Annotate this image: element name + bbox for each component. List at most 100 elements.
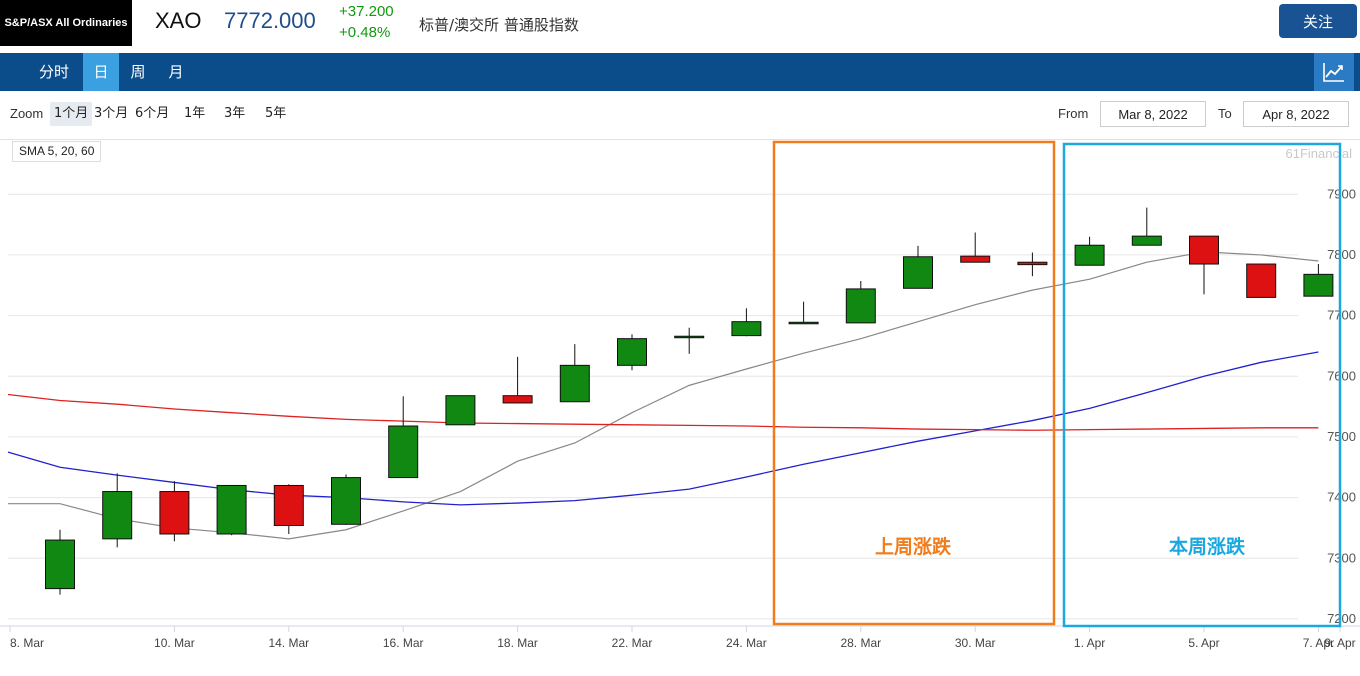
candles: [45, 207, 1334, 595]
y-axis-labels: 7200 7300 7400 7500 7600 7700 7800 7900: [1327, 186, 1356, 626]
candle-body: [331, 477, 361, 525]
zoom-5y-button[interactable]: 5年: [265, 106, 287, 121]
candle: [845, 281, 876, 324]
x-tick-label: 10. Mar: [154, 636, 195, 650]
candle: [1017, 252, 1048, 277]
candle-body: [273, 484, 304, 527]
zoom-1y-button[interactable]: 1年: [184, 106, 206, 121]
x-tick-label: 22. Mar: [612, 636, 653, 650]
candle: [45, 529, 75, 595]
price-change: +37.200 +0.48%: [339, 1, 394, 43]
candle: [1189, 235, 1219, 295]
x-tick-label: 1. Apr: [1074, 636, 1105, 650]
to-date-input[interactable]: [1243, 101, 1349, 127]
x-tick-label: 14. Mar: [268, 636, 309, 650]
sma60-line: [7, 393, 1319, 431]
candle: [388, 396, 419, 479]
candle-body: [731, 321, 762, 337]
last-week-label: 上周涨跌: [875, 535, 952, 558]
y-tick-label: 7700: [1327, 308, 1356, 323]
tab-daily[interactable]: 日: [83, 53, 119, 91]
tab-intraday[interactable]: 分时: [38, 63, 69, 81]
candle: [559, 344, 590, 403]
candle: [1303, 264, 1334, 297]
candle-body: [1246, 263, 1277, 298]
y-tick-label: 7800: [1327, 247, 1356, 262]
x-tick-label: 9. Apr: [1324, 636, 1355, 650]
y-tick-label: 7400: [1327, 490, 1356, 505]
candlestick-chart: 7200 7300 7400 7500 7600 7700 7800 7900 8. Mar 1…: [0, 140, 1360, 650]
change-value: +37.200: [339, 3, 394, 20]
candle-body: [159, 491, 190, 535]
quote-header: S&P/ASX All Ordinaries XAO 7772.000 +37.…: [0, 0, 1360, 50]
candle-body: [45, 539, 75, 590]
x-axis-labels: 8. Mar 10. Mar 14. Mar 16. Mar 18. Mar 22. Ma…: [9, 626, 1356, 650]
candle: [102, 473, 133, 548]
y-tick-label: 7900: [1327, 186, 1356, 201]
y-tick-label: 7500: [1327, 429, 1356, 444]
candle-body: [102, 491, 133, 540]
toolbar-divider: [0, 139, 1360, 140]
candle: [788, 301, 819, 325]
candle-body: [674, 335, 705, 339]
candle-body: [445, 395, 476, 426]
zoom-3y-button[interactable]: 3年: [224, 106, 246, 121]
range-selector: Zoom 1个月 3个月 6个月 1年 3年 5年 From To: [0, 100, 1360, 128]
this-week-label: 本周涨跌: [1169, 535, 1246, 558]
candle: [731, 308, 762, 337]
candle-body: [1189, 235, 1219, 265]
candle: [273, 484, 304, 534]
last-week-highlight-box: [772, 140, 1056, 626]
candle-body: [388, 425, 419, 479]
x-tick-label: 5. Apr: [1188, 636, 1219, 650]
last-price: 7772.000: [224, 8, 316, 33]
candle: [617, 334, 647, 371]
sma5-line: [8, 251, 1319, 540]
candle: [502, 356, 533, 404]
candle-body: [1131, 235, 1162, 246]
sma20-line: [7, 351, 1319, 506]
candle: [1074, 236, 1105, 266]
x-tick-label: 24. Mar: [726, 636, 767, 650]
x-tick-label: 28. Mar: [840, 636, 881, 650]
tab-weekly[interactable]: 周: [130, 63, 146, 81]
from-date-input[interactable]: [1100, 101, 1206, 127]
change-percent: +0.48%: [339, 24, 391, 41]
candle: [903, 245, 933, 289]
follow-button[interactable]: 关注: [1279, 4, 1357, 38]
line-chart-icon[interactable]: [1314, 53, 1354, 91]
candle-body: [1074, 244, 1105, 266]
candle-body: [1303, 273, 1334, 297]
index-description: 标普/澳交所 普通股指数: [419, 16, 579, 34]
x-tick-label: 8. Mar: [10, 636, 44, 650]
candle: [445, 395, 476, 426]
candle-body: [960, 255, 991, 263]
candle-body: [903, 256, 933, 289]
zoom-6m-button[interactable]: 6个月: [135, 106, 170, 121]
index-logo: S&P/ASX All Ordinaries: [0, 0, 132, 46]
y-tick-label: 7600: [1327, 368, 1356, 383]
candle-body: [216, 484, 247, 535]
candle-body: [617, 338, 647, 366]
x-tick-label: 18. Mar: [497, 636, 538, 650]
zoom-3m-button[interactable]: 3个月: [94, 106, 129, 121]
candle: [1131, 207, 1162, 246]
y-tick-label: 7200: [1327, 611, 1356, 626]
candle: [216, 484, 247, 536]
candle: [1246, 263, 1277, 298]
sma-indicator-label[interactable]: SMA 5, 20, 60: [12, 141, 102, 162]
x-tick-label: 7. Apr: [1303, 636, 1334, 650]
x-tick-label: 30. Mar: [955, 636, 996, 650]
x-tick-label: 16. Mar: [383, 636, 424, 650]
candle-body: [1017, 261, 1048, 266]
tab-monthly[interactable]: 月: [168, 63, 184, 81]
candle: [960, 232, 991, 263]
this-week-highlight-box: [1062, 142, 1342, 628]
period-tabs: 分时 日 周 月: [0, 53, 1360, 91]
zoom-label: Zoom: [10, 106, 44, 121]
zoom-1m-button[interactable]: 1个月: [50, 102, 93, 126]
from-label: From: [1058, 106, 1089, 121]
candle: [674, 327, 705, 354]
watermark: 61Financial: [1286, 146, 1353, 161]
candle-body: [559, 364, 590, 403]
